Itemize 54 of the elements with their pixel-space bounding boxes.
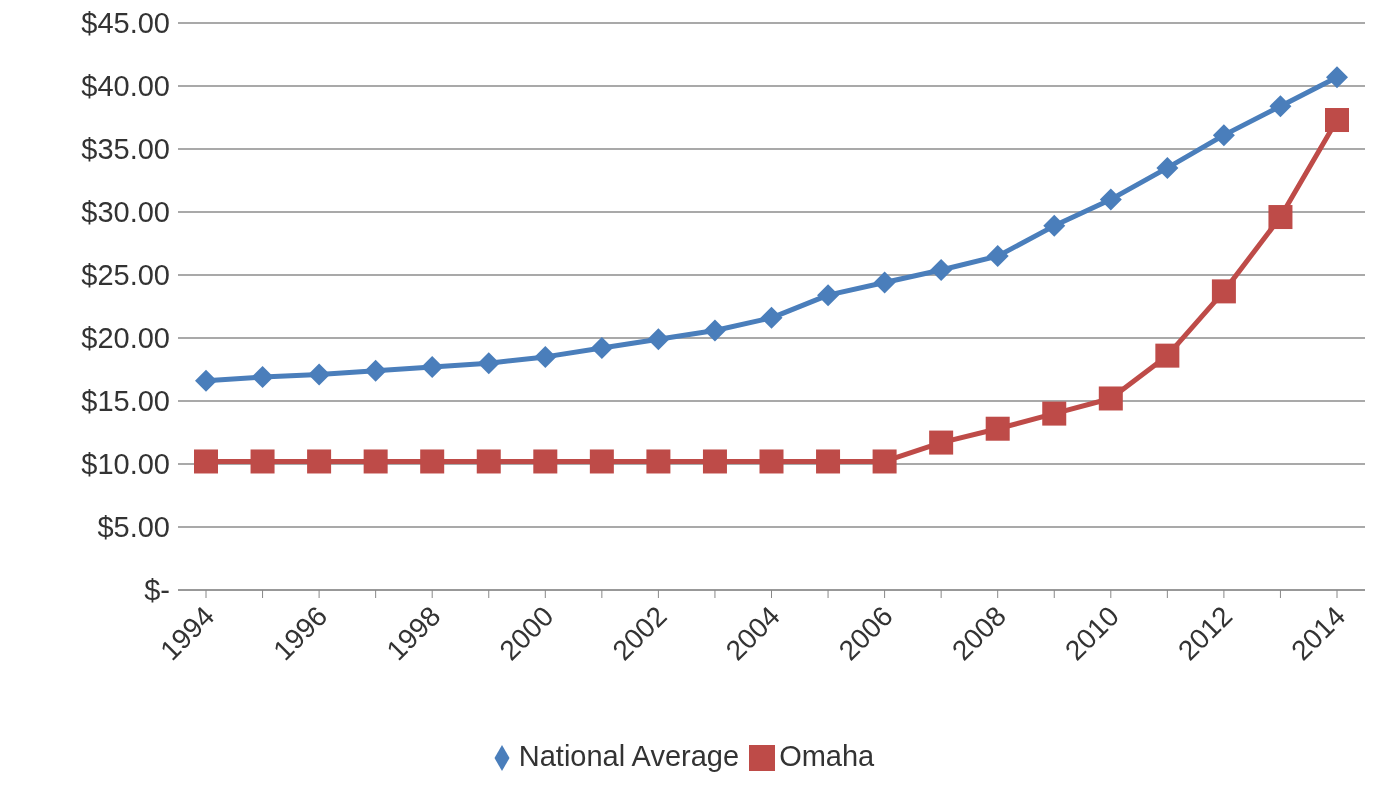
point xyxy=(534,345,557,368)
y-tick-label: $5.00 xyxy=(97,511,170,544)
point xyxy=(759,449,784,474)
y-tick-label: $35.00 xyxy=(81,133,170,166)
point xyxy=(308,363,331,386)
point xyxy=(476,449,501,474)
y-tick-label: $20.00 xyxy=(81,322,170,355)
point xyxy=(872,449,897,474)
point xyxy=(364,359,387,382)
point xyxy=(421,355,444,378)
point xyxy=(533,449,558,474)
point xyxy=(1325,108,1349,133)
point xyxy=(363,449,388,474)
point xyxy=(817,284,840,307)
point xyxy=(873,271,896,294)
point xyxy=(930,258,953,281)
point xyxy=(816,449,841,474)
point xyxy=(589,449,614,474)
point xyxy=(986,245,1009,268)
point xyxy=(250,449,275,474)
point xyxy=(985,416,1010,441)
point xyxy=(703,319,726,342)
point xyxy=(1156,156,1179,179)
point xyxy=(647,328,670,351)
point xyxy=(1326,66,1348,89)
point xyxy=(929,430,954,455)
point xyxy=(1099,188,1122,211)
point xyxy=(1269,95,1292,118)
legend-label: Omaha xyxy=(779,740,875,772)
legend-label: National Average xyxy=(518,740,740,772)
point xyxy=(702,449,727,474)
point xyxy=(1211,279,1236,304)
point xyxy=(646,449,671,474)
y-tick-label: $- xyxy=(144,574,170,607)
point xyxy=(251,366,274,389)
point xyxy=(1043,214,1066,237)
point xyxy=(1155,343,1180,368)
y-tick-label: $10.00 xyxy=(81,448,170,481)
y-tick-label: $30.00 xyxy=(81,196,170,229)
y-tick-label: $45.00 xyxy=(81,7,170,40)
point xyxy=(760,306,783,329)
y-tick-label: $25.00 xyxy=(81,259,170,292)
point xyxy=(194,449,218,474)
point xyxy=(1212,124,1235,147)
point xyxy=(420,449,445,474)
point xyxy=(1268,205,1293,230)
point xyxy=(307,449,332,474)
point xyxy=(1098,386,1123,411)
point xyxy=(477,352,500,375)
point xyxy=(590,337,613,360)
y-tick-label: $15.00 xyxy=(81,385,170,418)
point xyxy=(195,369,217,392)
y-tick-label: $40.00 xyxy=(81,70,170,103)
point xyxy=(1042,401,1067,426)
